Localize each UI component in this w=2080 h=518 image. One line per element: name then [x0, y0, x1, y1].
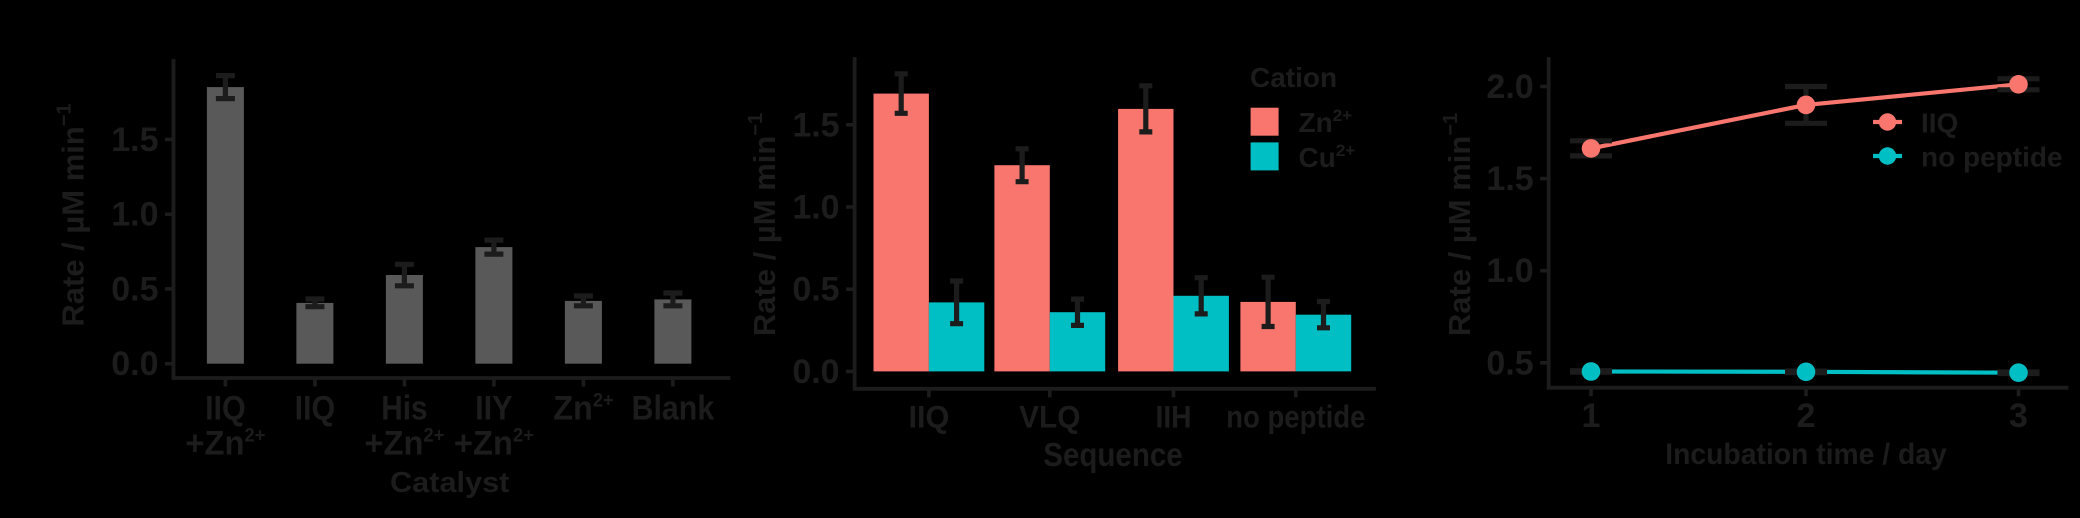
svg-text:1.5: 1.5 [792, 106, 839, 144]
svg-text:1: 1 [1582, 397, 1601, 435]
svg-text:1.0: 1.0 [111, 196, 158, 234]
svg-text:3: 3 [2009, 397, 2028, 435]
svg-text:IIQ: IIQ [908, 399, 949, 435]
svg-text:IIQ: IIQ [1921, 108, 1958, 139]
svg-text:1.5: 1.5 [111, 121, 158, 159]
svg-text:0.5: 0.5 [111, 270, 158, 308]
svg-text:IIY: IIY [475, 389, 513, 427]
svg-text:Sequence: Sequence [1043, 436, 1182, 473]
svg-text:IIQ: IIQ [205, 389, 246, 427]
svg-text:IIH: IIH [1156, 399, 1192, 435]
svg-text:Incubation time / day: Incubation time / day [1665, 438, 1947, 471]
svg-text:Catalyst: Catalyst [390, 467, 510, 499]
svg-text:0.0: 0.0 [111, 345, 158, 383]
svg-text:Rate / µM min−1: Rate / µM min−1 [54, 103, 91, 326]
svg-text:Cation: Cation [1250, 62, 1337, 93]
svg-text:2.0: 2.0 [1486, 68, 1533, 106]
svg-text:no peptide: no peptide [1226, 399, 1365, 435]
svg-text:0.5: 0.5 [1486, 344, 1533, 382]
svg-text:0.0: 0.0 [792, 353, 839, 391]
svg-text:VLQ: VLQ [1019, 399, 1080, 435]
svg-text:no peptide: no peptide [1921, 142, 2063, 173]
svg-text:IIQ: IIQ [295, 389, 336, 427]
svg-text:Rate / µM min−1: Rate / µM min−1 [1440, 113, 1477, 336]
svg-text:Blank: Blank [632, 389, 715, 427]
svg-text:Rate / µM min−1: Rate / µM min−1 [745, 113, 782, 336]
svg-text:0.5: 0.5 [792, 271, 839, 309]
svg-text:2: 2 [1797, 397, 1816, 435]
svg-text:1.0: 1.0 [792, 189, 839, 227]
svg-text:1.0: 1.0 [1486, 252, 1533, 290]
svg-text:1.5: 1.5 [1486, 160, 1533, 198]
svg-text:His: His [381, 389, 427, 427]
